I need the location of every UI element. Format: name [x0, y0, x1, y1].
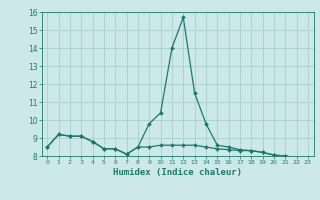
X-axis label: Humidex (Indice chaleur): Humidex (Indice chaleur) [113, 168, 242, 177]
